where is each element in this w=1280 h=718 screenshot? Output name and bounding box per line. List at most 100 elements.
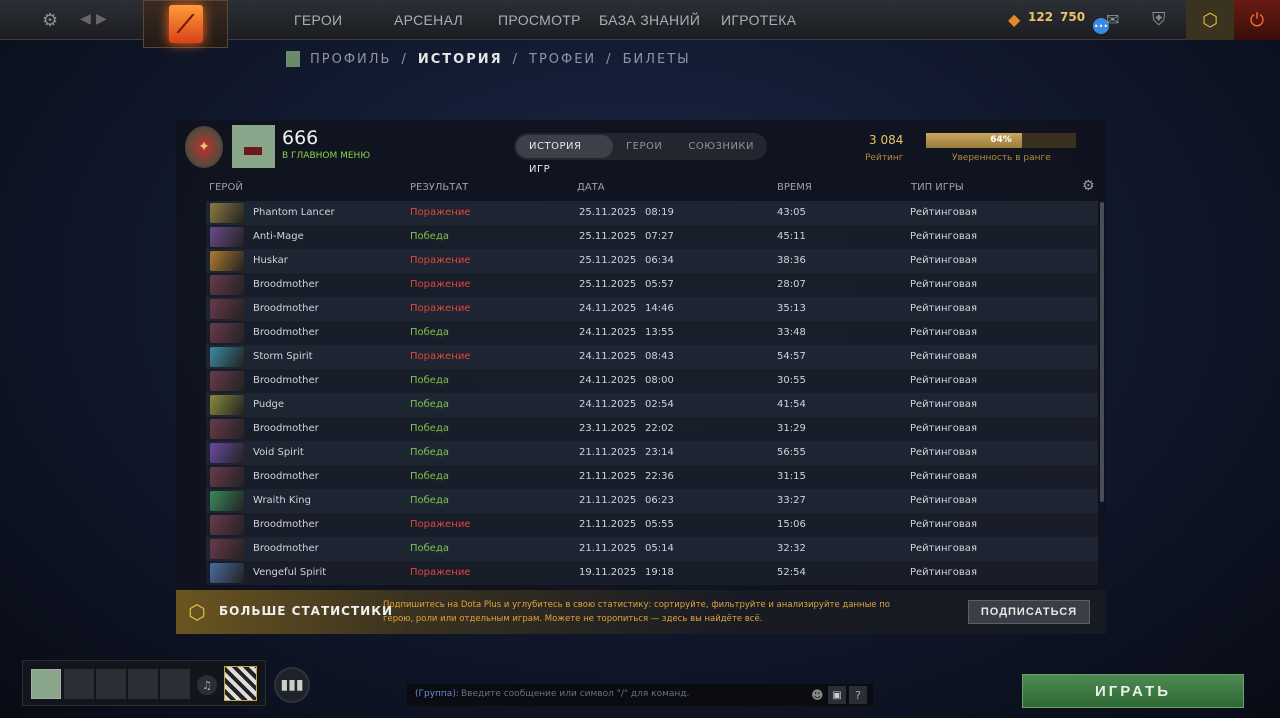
match-result: Победа [410,471,449,482]
level-count: 750 [1060,10,1086,24]
table-row[interactable]: Broodmother Поражение 21.11.2025 05:55 1… [206,513,1098,537]
table-row[interactable]: Storm Spirit Поражение 24.11.2025 08:43 … [206,345,1098,369]
history-tabs: ИСТОРИЯ ИГР ГЕРОИ СОЮЗНИКИ [514,133,767,175]
subnav-history[interactable]: ИСТОРИЯ [417,51,503,67]
table-row[interactable]: Vengeful Spirit Поражение 19.11.2025 19:… [206,561,1098,585]
table-row[interactable]: Broodmother Победа 21.11.2025 22:36 31:1… [206,465,1098,489]
hero-portrait [210,323,244,343]
player-status: В ГЛАВНОМ МЕНЮ [282,151,371,161]
table-row[interactable]: Broodmother Победа 24.11.2025 08:00 30:5… [206,369,1098,393]
col-duration[interactable]: ВРЕМЯ [777,182,812,193]
rating-value: 3 084 [869,133,904,147]
match-time: 14:46 [645,303,674,314]
table-row[interactable]: Void Spirit Победа 21.11.2025 23:14 56:5… [206,441,1098,465]
game-type: Рейтинговая [910,423,977,434]
game-type: Рейтинговая [910,399,977,410]
table-row[interactable]: Broodmother Победа 23.11.2025 22:02 31:2… [206,417,1098,441]
dota-logo-icon: ⟋ [168,5,203,43]
match-duration: 30:55 [777,375,806,386]
hero-name: Wraith King [253,495,311,506]
shard-icon: ◆ [1008,10,1021,29]
party-slot[interactable] [64,669,94,699]
match-date: 25.11.2025 [579,207,637,218]
match-result: Победа [410,543,449,554]
match-result: Поражение [410,207,471,218]
confidence-fill [926,133,1022,148]
chat-channel: (Группа): [415,689,459,699]
nav-watch[interactable]: ПРОСМОТР [498,12,581,28]
hero-name: Broodmother [253,279,319,290]
help-icon[interactable]: ? [849,686,867,704]
hero-name: Broodmother [253,471,319,482]
table-row[interactable]: Phantom Lancer Поражение 25.11.2025 08:1… [206,201,1098,225]
game-type: Рейтинговая [910,207,977,218]
avatar[interactable] [232,125,275,168]
chat-bubble-icon[interactable]: ••• [1093,18,1109,34]
chat-input[interactable]: Введите сообщение или символ "/" для ком… [461,689,690,699]
hero-portrait [210,347,244,367]
chat-wheel-icon[interactable]: ▣ [828,686,846,704]
subscribe-button[interactable]: ПОДПИСАТЬСЯ [968,600,1090,624]
subnav-profile[interactable]: ПРОФИЛЬ [310,51,392,67]
dota-plus-button[interactable]: ⬡ [1186,0,1234,40]
dota-plus-icon: ⬡ [188,600,206,624]
forward-arrow-icon[interactable]: ▶ [96,11,107,27]
table-row[interactable]: Wraith King Победа 21.11.2025 06:23 33:2… [206,489,1098,513]
match-date: 21.11.2025 [579,495,637,506]
hero-portrait [210,203,244,223]
table-row[interactable]: Huskar Поражение 25.11.2025 06:34 38:36 … [206,249,1098,273]
scrollbar[interactable] [1100,202,1104,502]
table-row[interactable]: Broodmother Победа 21.11.2025 05:14 32:3… [206,537,1098,561]
nav-learn[interactable]: БАЗА ЗНАНИЙ [599,12,701,28]
match-time: 06:23 [645,495,674,506]
hero-name: Vengeful Spirit [253,567,327,578]
settings-gear-icon[interactable]: ⚙ [42,10,59,31]
party-slot[interactable] [160,669,190,699]
play-button[interactable]: ИГРАТЬ [1022,674,1244,708]
match-duration: 33:48 [777,327,806,338]
armory-shield-icon[interactable]: ⛨ [1152,9,1166,30]
party-finder-icon[interactable]: ▮▮▮ [274,667,310,703]
party-slot-self[interactable] [31,669,61,699]
subnav-trophies[interactable]: ТРОФЕИ [529,51,597,67]
nav-heroes[interactable]: ГЕРОИ [294,12,343,28]
hero-portrait [210,275,244,295]
tab-allies[interactable]: СОЮЗНИКИ [688,141,754,152]
table-settings-gear-icon[interactable]: ⚙ [1082,178,1095,194]
battle-pass-banner-icon[interactable] [224,666,257,701]
table-row[interactable]: Pudge Победа 24.11.2025 02:54 41:54 Рейт… [206,393,1098,417]
table-row[interactable]: Broodmother Поражение 25.11.2025 05:57 2… [206,273,1098,297]
table-row[interactable]: Broodmother Победа 24.11.2025 13:55 33:4… [206,321,1098,345]
tab-heroes[interactable]: ГЕРОИ [626,141,663,152]
hero-name: Broodmother [253,327,319,338]
emoji-icon[interactable]: ☻ [811,688,824,702]
match-duration: 43:05 [777,207,806,218]
match-result: Победа [410,327,449,338]
match-date: 25.11.2025 [579,255,637,266]
col-date[interactable]: ДАТА [577,182,605,193]
party-slot[interactable] [96,669,126,699]
mail-icon[interactable]: ✉ [1106,10,1120,29]
col-result[interactable]: РЕЗУЛЬТАТ [410,182,469,193]
exit-button[interactable]: ⏻ [1234,0,1280,40]
tab-match-history[interactable]: ИСТОРИЯ ИГР [516,135,614,175]
nav-armory[interactable]: АРСЕНАЛ [394,12,464,28]
hero-name: Broodmother [253,375,319,386]
hero-name: Anti-Mage [253,231,304,242]
dota-logo-button[interactable]: ⟋ [143,0,228,48]
hero-portrait [210,251,244,271]
party-slot[interactable] [128,669,158,699]
match-result: Поражение [410,519,471,530]
back-arrow-icon[interactable]: ◀ [80,11,91,27]
table-row[interactable]: Broodmother Поражение 24.11.2025 14:46 3… [206,297,1098,321]
hero-portrait [210,563,244,583]
game-type: Рейтинговая [910,327,977,338]
headset-icon[interactable]: ♫ [197,675,217,695]
nav-arcade[interactable]: ИГРОТЕКА [721,12,797,28]
col-game-type[interactable]: ТИП ИГРЫ [911,182,964,193]
col-hero[interactable]: ГЕРОЙ [209,182,243,193]
confidence-text: 64% [990,135,1012,145]
table-row[interactable]: Anti-Mage Победа 25.11.2025 07:27 45:11 … [206,225,1098,249]
subnav-tickets[interactable]: БИЛЕТЫ [622,51,691,67]
game-type: Рейтинговая [910,255,977,266]
